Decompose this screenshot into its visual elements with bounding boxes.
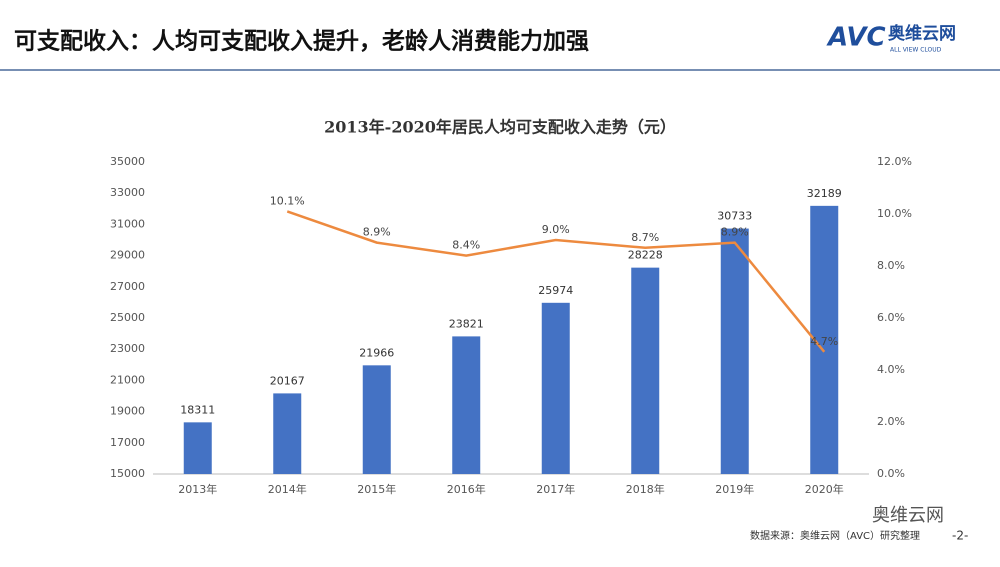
y-tick-label: 19000 — [110, 405, 145, 418]
y-tick-label: 35000 — [110, 155, 145, 168]
y2-tick-label: 4.0% — [877, 363, 905, 376]
bar — [452, 336, 481, 474]
logo-name: 奥维云网 — [888, 23, 956, 44]
chart-title: 2013年-2020年居民人均可支配收入走势（元） — [324, 118, 676, 137]
bar-label: 32189 — [807, 187, 842, 200]
line-label: 8.4% — [452, 239, 480, 252]
bar-label: 28228 — [628, 249, 663, 262]
bar-label: 25974 — [538, 284, 573, 297]
line-label: 10.1% — [270, 194, 305, 207]
y-tick-label: 23000 — [110, 342, 145, 355]
y2-tick-label: 6.0% — [877, 311, 905, 324]
x-tick-label: 2016年 — [447, 482, 486, 496]
line-label: 8.9% — [721, 226, 749, 239]
slide-title: 可支配收入：人均可支配收入提升，老龄人消费能力加强 — [14, 28, 589, 55]
bar — [362, 365, 391, 474]
line-label: 8.7% — [631, 231, 659, 244]
x-tick-label: 2014年 — [268, 482, 307, 496]
y2-tick-label: 0.0% — [877, 467, 905, 480]
y2-tick-label: 2.0% — [877, 415, 905, 428]
y-tick-label: 21000 — [110, 373, 145, 386]
bar-label: 23821 — [449, 317, 484, 330]
x-tick-label: 2020年 — [805, 482, 844, 496]
x-tick-label: 2013年 — [178, 482, 217, 496]
y2-tick-label: 10.0% — [877, 207, 912, 220]
x-tick-label: 2015年 — [357, 482, 396, 496]
bar-label: 30733 — [717, 210, 752, 223]
bar — [273, 393, 302, 474]
x-tick-label: 2017年 — [536, 482, 575, 496]
y-tick-label: 17000 — [110, 436, 145, 449]
page-number: -2- — [952, 529, 968, 543]
bar — [631, 267, 660, 474]
bar — [541, 302, 570, 474]
bar-label: 20167 — [270, 374, 305, 387]
watermark: 奥维云网 — [872, 505, 944, 526]
line-label: 4.7% — [810, 335, 838, 348]
line — [286, 210, 826, 353]
logo-mark: AVC — [826, 23, 886, 53]
y2-tick-label: 8.0% — [877, 259, 905, 272]
y-tick-label: 31000 — [110, 217, 145, 230]
y-tick-label: 15000 — [110, 467, 145, 480]
source-note: 数据来源：奥维云网（AVC）研究整理 — [750, 529, 920, 542]
bar — [183, 422, 212, 474]
x-tick-label: 2019年 — [715, 482, 754, 496]
y-tick-label: 29000 — [110, 249, 145, 262]
logo-sub: ALL VIEW CLOUD — [890, 47, 942, 54]
bar — [720, 228, 749, 474]
bar-label: 18311 — [180, 403, 215, 416]
bar-label: 21966 — [359, 346, 394, 359]
line-label: 9.0% — [542, 223, 570, 236]
line-label: 8.9% — [363, 226, 391, 239]
y-tick-label: 33000 — [110, 186, 145, 199]
y-tick-label: 25000 — [110, 311, 145, 324]
x-tick-label: 2018年 — [626, 482, 665, 496]
y-tick-label: 27000 — [110, 280, 145, 293]
y2-tick-label: 12.0% — [877, 155, 912, 168]
